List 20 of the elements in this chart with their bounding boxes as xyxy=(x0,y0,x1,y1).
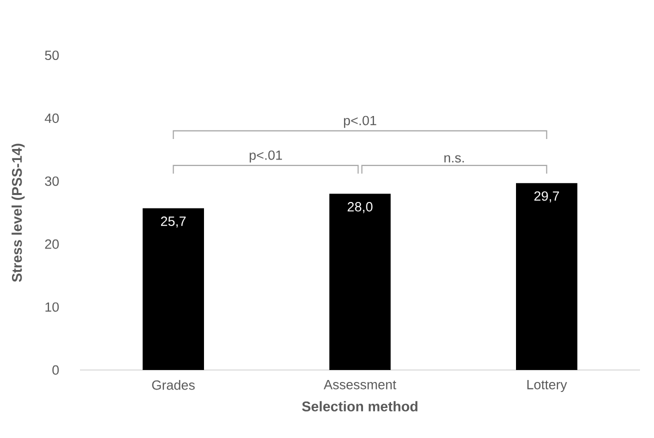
x-tick-label: Grades xyxy=(152,380,195,390)
y-axis-title: Stress level (PSS-14) xyxy=(12,144,25,282)
bar xyxy=(516,183,578,370)
x-tick-label: Assessment xyxy=(324,380,396,390)
data-label: 25,7 xyxy=(161,216,186,228)
y-tick-label: 10 xyxy=(45,302,59,312)
annotation: n.s. xyxy=(444,155,464,163)
y-tick-label: 40 xyxy=(44,114,59,123)
data-label: 28,0 xyxy=(348,202,372,214)
y-tick-label: 0 xyxy=(52,365,59,375)
bar xyxy=(142,208,204,370)
annotation: p<.01 xyxy=(344,116,376,128)
y-tick-label: 20 xyxy=(45,239,59,249)
data-label: 29,7 xyxy=(534,191,559,202)
y-tick-label: 50 xyxy=(45,50,59,60)
y-tick-label: 30 xyxy=(44,176,59,186)
x-tick-label: Lottery xyxy=(527,380,568,392)
x-axis-title: Selection method xyxy=(302,401,418,412)
bar xyxy=(329,194,391,370)
annotation: p<.01 xyxy=(250,150,282,163)
